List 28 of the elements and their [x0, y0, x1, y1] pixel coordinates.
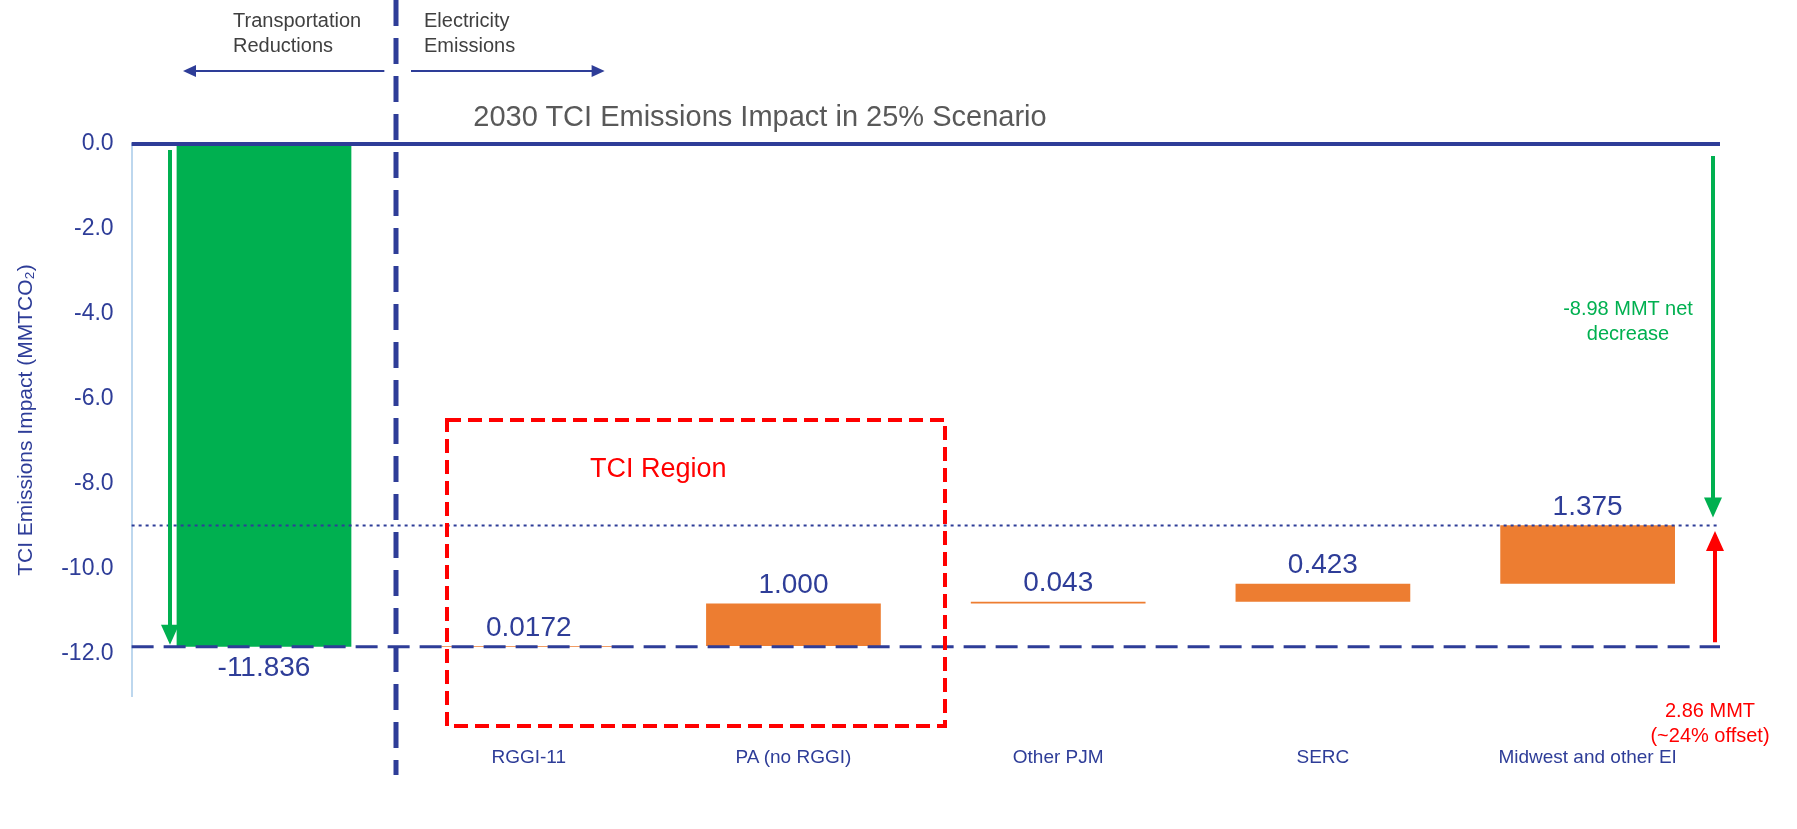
- data-label: 0.0172: [485, 610, 572, 642]
- text: Transportation Reductions: [233, 8, 363, 58]
- bar: [1235, 583, 1411, 602]
- y-axis-title: TCI Emissions Impact (MMTCO₂): [13, 264, 37, 576]
- x-tick-label: SERC: [1296, 745, 1350, 767]
- data-label: -11.836: [217, 651, 311, 683]
- y-tick-label: 0.0: [81, 129, 114, 156]
- bar: [1500, 525, 1675, 584]
- y-tick-label: -8.0: [73, 469, 114, 496]
- data-label: 1.375: [1552, 490, 1623, 522]
- y-tick-label: -2.0: [73, 214, 114, 241]
- x-tick-label: RGGI-11: [491, 745, 567, 767]
- x-tick-label: Midwest and other EI: [1498, 745, 1677, 767]
- x-tick-label: PA (no RGGI): [735, 745, 852, 767]
- data-label: 0.423: [1287, 548, 1358, 580]
- y-tick-label: -4.0: [73, 299, 114, 326]
- annotation: -8.98 MMT net decrease: [1562, 296, 1694, 346]
- data-label: 0.043: [1023, 566, 1094, 598]
- annotation: TCI Region: [590, 452, 728, 485]
- x-tick-label: Other PJM: [1012, 745, 1104, 767]
- data-label: 1.000: [758, 568, 829, 600]
- y-tick-label: -12.0: [61, 639, 114, 666]
- bar: [706, 603, 881, 647]
- text: 2.86 MMT (~24% offset): [1649, 698, 1771, 748]
- y-tick-label: -10.0: [61, 554, 114, 581]
- y-tick-label: -6.0: [73, 384, 114, 411]
- text: Electricity Emissions: [424, 8, 517, 58]
- chart-title: 2030 TCI Emissions Impact in 25% Scenario: [473, 100, 1047, 132]
